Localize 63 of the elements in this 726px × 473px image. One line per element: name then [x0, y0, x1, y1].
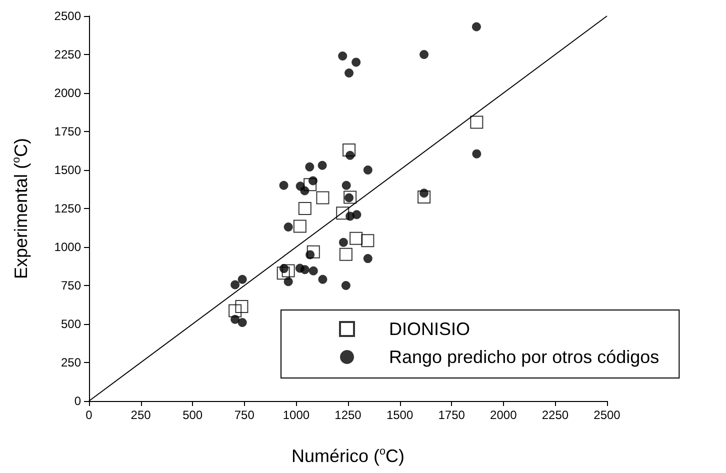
point: [293, 220, 306, 233]
point: [363, 254, 372, 264]
y-tick-label: 1750: [54, 124, 82, 138]
point: [344, 190, 357, 204]
point: [230, 280, 240, 290]
y-tick-label: 750: [60, 278, 82, 292]
y-tick-label: 0: [74, 394, 82, 408]
y-tick-label: 1250: [54, 202, 82, 216]
x-tick-label: 2500: [594, 408, 621, 422]
point: [344, 68, 354, 78]
y-tick-label: 1000: [54, 240, 82, 254]
y-tick-label: 1500: [54, 163, 82, 177]
x-tick-label: 2000: [490, 408, 518, 422]
point: [339, 248, 352, 261]
point: [352, 58, 361, 67]
y-tick-label: 2500: [54, 9, 82, 23]
point: [300, 265, 310, 274]
y-tick-label: 2250: [54, 48, 82, 62]
point: [279, 180, 288, 190]
y-tick-label: 500: [60, 317, 82, 331]
legend-label: Rango predicho por otros códigos: [389, 347, 660, 367]
point: [420, 50, 429, 59]
legend-label: DIONISIO: [389, 319, 470, 339]
point: [304, 178, 317, 192]
point: [472, 149, 482, 158]
point: [298, 202, 312, 215]
y-tick-label: 250: [60, 356, 82, 370]
point: [470, 116, 484, 129]
point: [238, 318, 247, 327]
point: [361, 234, 374, 248]
point: [316, 191, 330, 204]
point: [336, 206, 350, 220]
point: [305, 162, 314, 172]
y-tick-label: 2000: [54, 86, 82, 100]
point: [276, 266, 290, 280]
x-tick-label: 1250: [334, 408, 362, 422]
x-tick-label: 0: [86, 408, 93, 422]
point: [306, 245, 320, 258]
point: [318, 160, 327, 170]
point: [342, 180, 351, 190]
point: [418, 190, 431, 204]
y-axis-title: Experimental (oC): [10, 138, 31, 280]
point: [282, 264, 295, 278]
x-tick-label: 750: [234, 408, 255, 422]
point: [308, 266, 318, 276]
point: [341, 281, 350, 290]
point: [228, 304, 242, 318]
point: [235, 300, 248, 313]
point: [350, 232, 363, 245]
x-tick-label: 500: [182, 408, 203, 422]
point: [338, 238, 348, 247]
x-tick-label: 1750: [438, 408, 466, 422]
x-tick-label: 1000: [282, 408, 310, 422]
point: [338, 52, 348, 61]
x-tick-label: 2250: [542, 408, 569, 422]
x-tick-label: 1500: [386, 408, 414, 422]
x-tick-label: 250: [130, 408, 152, 422]
point: [318, 274, 328, 284]
point: [363, 166, 372, 174]
point: [472, 22, 481, 32]
point: [238, 274, 247, 284]
point: [284, 222, 293, 232]
point: [342, 143, 356, 156]
